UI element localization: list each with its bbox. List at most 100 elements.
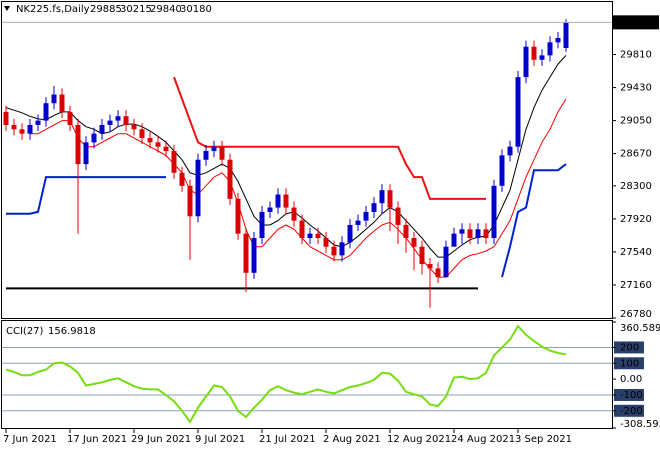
candle-body xyxy=(19,129,25,134)
y-tick-label: 27540 xyxy=(620,247,652,258)
y-tick-label: 28670 xyxy=(620,149,652,160)
candle-body xyxy=(99,124,105,134)
indicator-line xyxy=(30,98,567,278)
y-tick-label: 360.5895 xyxy=(620,323,660,334)
candle-body xyxy=(131,124,137,130)
level-label-box xyxy=(614,404,644,417)
candle-body xyxy=(507,146,513,156)
candle-body xyxy=(195,159,201,217)
candle-body xyxy=(451,233,457,247)
candle-body xyxy=(51,94,57,104)
candle-body xyxy=(339,242,345,256)
candle-body xyxy=(171,151,177,173)
candle-body xyxy=(563,22,569,48)
candle-body xyxy=(251,238,257,273)
candle-body xyxy=(235,198,241,234)
x-tick-label: 21 Jul 2021 xyxy=(259,434,316,445)
price-box xyxy=(613,15,659,30)
candle-body xyxy=(11,124,17,130)
candle-body xyxy=(459,229,465,234)
candle-body xyxy=(291,207,297,221)
candle-body xyxy=(379,190,385,204)
y-tick-label: -200 xyxy=(620,406,643,417)
candle-body xyxy=(475,229,481,238)
candle-body xyxy=(115,116,121,121)
y-tick-label: -308.5934 xyxy=(620,419,660,430)
candle-body xyxy=(267,207,273,212)
candle-body xyxy=(547,42,553,56)
price-label: 30180 xyxy=(620,17,652,28)
x-tick-label: 3 Sep 2021 xyxy=(515,434,572,445)
candle-body xyxy=(435,268,441,278)
indicator-line xyxy=(5,55,567,258)
candle-body xyxy=(3,111,9,125)
y-tick-label: 27160 xyxy=(620,280,652,291)
candle-body xyxy=(243,233,249,273)
candle-body xyxy=(75,124,81,165)
main-frame xyxy=(1,1,613,319)
candle-body xyxy=(283,194,289,208)
candle-body xyxy=(123,116,129,125)
x-tick-label: 2 Aug 2021 xyxy=(323,434,381,445)
y-tick-label: 29430 xyxy=(620,83,652,94)
candle-body xyxy=(211,146,217,152)
level-label-box xyxy=(614,357,644,370)
candle-body xyxy=(411,238,417,247)
candle-body xyxy=(371,203,377,212)
candle-body xyxy=(395,207,401,225)
candle-body xyxy=(155,142,161,147)
candle-body xyxy=(219,146,225,160)
cci-value: 156.9818 xyxy=(48,326,96,337)
candle-body xyxy=(523,46,529,78)
indicator-line xyxy=(6,163,567,278)
candle-body xyxy=(515,77,521,147)
cci-title: CCI(27) xyxy=(6,326,44,337)
candle-body xyxy=(179,172,185,186)
candle-body xyxy=(419,246,425,265)
candle-body xyxy=(491,185,497,238)
candle-body xyxy=(35,120,41,125)
candle-body xyxy=(163,146,169,152)
candle-body xyxy=(387,190,393,208)
x-tick-label: 24 Aug 2021 xyxy=(451,434,515,445)
chart-title: NK225.fs,Daily xyxy=(16,4,90,15)
y-tick-label: 27920 xyxy=(620,214,652,225)
candle-body xyxy=(187,185,193,217)
level-label-box xyxy=(614,341,644,354)
candle-body xyxy=(275,194,281,208)
candle-body xyxy=(531,46,537,60)
level-label-box xyxy=(614,388,644,401)
x-tick-label: 29 Jun 2021 xyxy=(131,434,191,445)
candle-body xyxy=(555,38,561,43)
y-tick-label: 29810 xyxy=(620,50,652,61)
x-tick-label: 17 Jun 2021 xyxy=(67,434,127,445)
candle-body xyxy=(27,124,33,134)
candle-body xyxy=(443,246,449,278)
collapse-icon xyxy=(4,6,10,11)
candle-body xyxy=(467,229,473,238)
cci-frame xyxy=(1,320,613,429)
y-tick-label: 0.00 xyxy=(620,374,642,385)
candle-body xyxy=(315,233,321,238)
candle-body xyxy=(363,211,369,221)
low-value: 29840 xyxy=(150,4,182,15)
high-value: 30215 xyxy=(120,4,152,15)
candle-body xyxy=(347,224,353,243)
candle-body xyxy=(331,246,337,256)
indicator-line xyxy=(5,324,567,424)
x-tick-label: 9 Jul 2021 xyxy=(195,434,245,445)
candle-body xyxy=(299,220,305,238)
open-value: 29885 xyxy=(90,4,122,15)
x-tick-label: 7 Jun 2021 xyxy=(3,434,57,445)
close-value: 30180 xyxy=(180,4,212,15)
candle-body xyxy=(355,220,361,225)
candle-body xyxy=(539,55,545,60)
y-tick-label: 26780 xyxy=(620,309,652,320)
candle-body xyxy=(59,94,65,112)
candle-body xyxy=(107,120,113,125)
y-tick-label: 29050 xyxy=(620,116,652,127)
y-tick-label: 100 xyxy=(620,358,639,369)
candle-body xyxy=(483,229,489,238)
candle-body xyxy=(147,138,153,143)
candle-body xyxy=(427,264,433,269)
